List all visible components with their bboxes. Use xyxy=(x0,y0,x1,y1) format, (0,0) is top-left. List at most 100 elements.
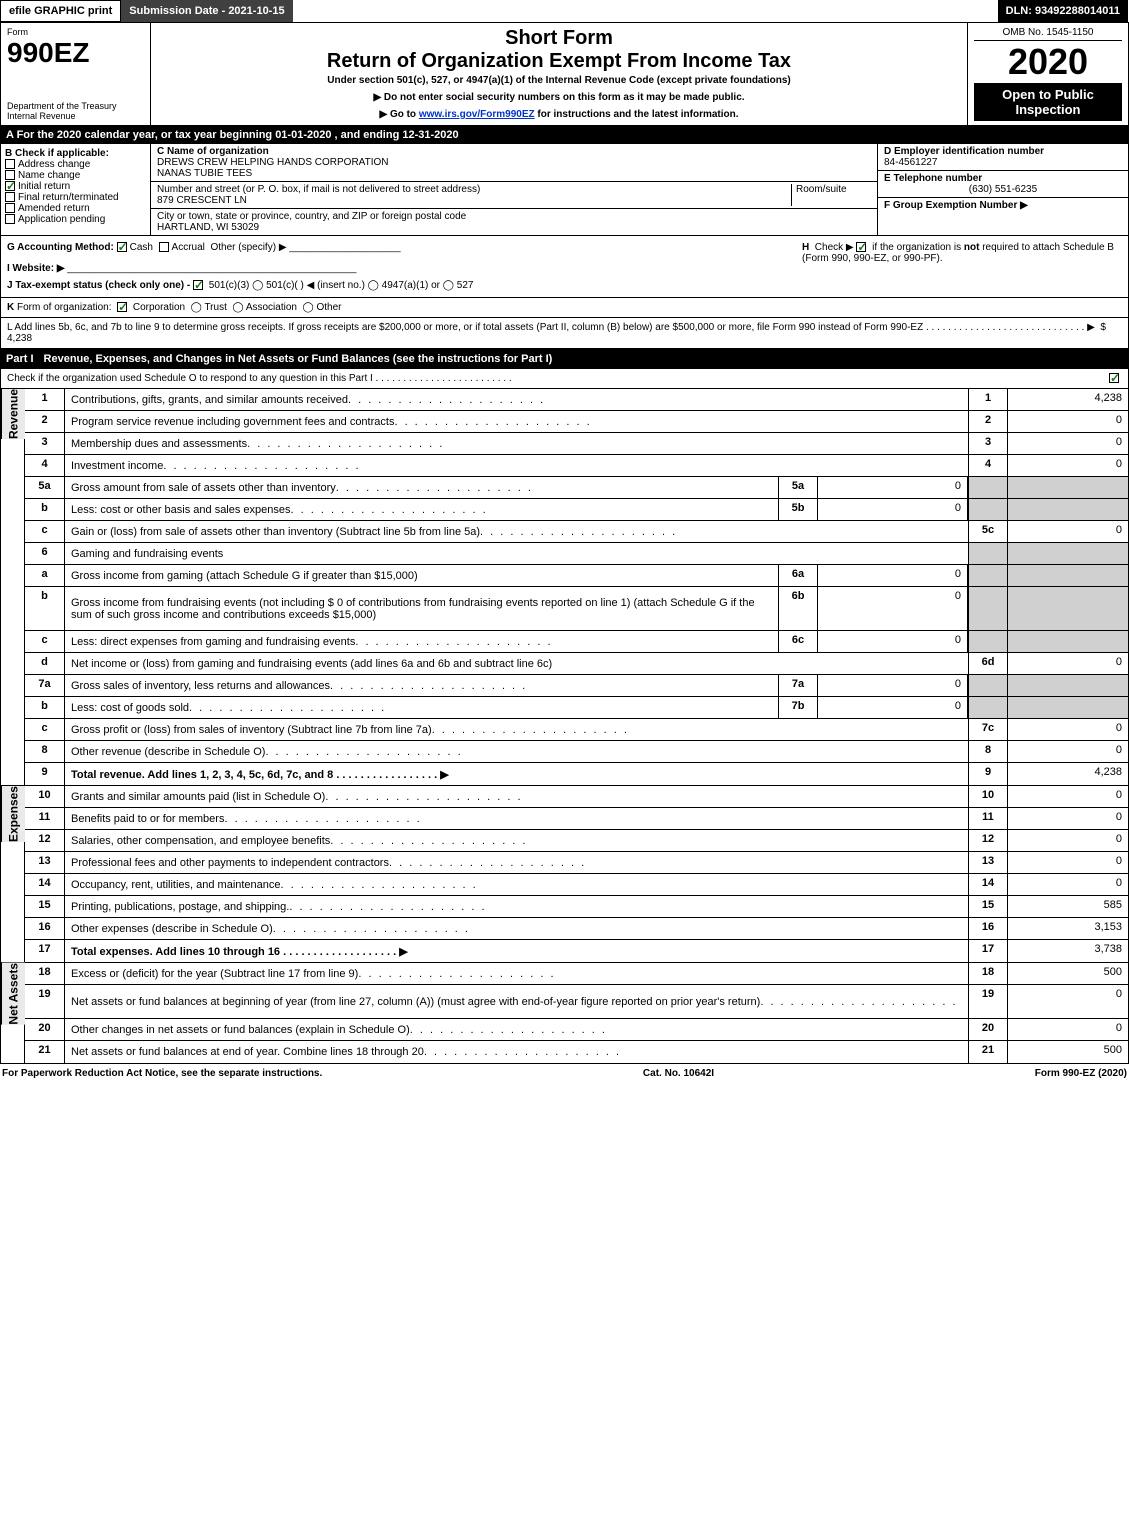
accounting-label: G Accounting Method: xyxy=(7,242,114,253)
line-6a-greycode xyxy=(968,565,1008,586)
line-5a-num: 5a xyxy=(25,477,65,498)
check-501c3[interactable] xyxy=(193,280,203,290)
ein-value: 84-4561227 xyxy=(884,157,1122,168)
line-5a-greyamt xyxy=(1008,477,1128,498)
line-6a-desc: Gross income from gaming (attach Schedul… xyxy=(65,565,778,586)
phone-label: E Telephone number xyxy=(884,173,1122,184)
check-application-pending[interactable] xyxy=(5,214,15,224)
line-12-code: 12 xyxy=(968,830,1008,851)
addr-label: Number and street (or P. O. box, if mail… xyxy=(157,184,791,195)
check-initial-return[interactable] xyxy=(5,181,15,191)
line-6-greyamt xyxy=(1008,543,1128,564)
col-b-checkboxes: B Check if applicable: Address change Na… xyxy=(1,144,151,235)
check-schedule-o-part1[interactable] xyxy=(1109,373,1119,383)
line-6a-sub: 6a xyxy=(778,565,818,586)
org-name-2: NANAS TUBIE TEES xyxy=(157,168,871,179)
check-schedule-b[interactable] xyxy=(856,242,866,252)
line-21-num: 21 xyxy=(25,1041,65,1063)
line-5a-desc: Gross amount from sale of assets other t… xyxy=(65,477,778,498)
room-suite-label: Room/suite xyxy=(791,184,871,206)
org-name-label: C Name of organization xyxy=(157,146,871,157)
line-15-num: 15 xyxy=(25,896,65,917)
line-1-amt: 4,238 xyxy=(1008,389,1128,410)
part1-label: Part I xyxy=(6,353,34,365)
line-5a-sub: 5a xyxy=(778,477,818,498)
line-6a-greyamt xyxy=(1008,565,1128,586)
line-5c-amt: 0 xyxy=(1008,521,1128,542)
line-17-num: 17 xyxy=(25,940,65,962)
part1-checknote: Check if the organization used Schedule … xyxy=(7,373,1109,384)
line-6c-sub: 6c xyxy=(778,631,818,652)
line-2-code: 2 xyxy=(968,411,1008,432)
check-final-return[interactable] xyxy=(5,192,15,202)
line-4-amt: 0 xyxy=(1008,455,1128,476)
line-20-code: 20 xyxy=(968,1019,1008,1040)
line-19-desc: Net assets or fund balances at beginning… xyxy=(65,985,968,1018)
line-10-amt: 0 xyxy=(1008,786,1128,807)
line-17-amt: 3,738 xyxy=(1008,940,1128,962)
section-a: A For the 2020 calendar year, or tax yea… xyxy=(0,126,1129,144)
row-l: L Add lines 5b, 6c, and 7b to line 9 to … xyxy=(0,318,1129,349)
part1-check-row: Check if the organization used Schedule … xyxy=(0,369,1129,389)
line-15-code: 15 xyxy=(968,896,1008,917)
line-3-num: 3 xyxy=(25,433,65,454)
line-10-num: 10 xyxy=(25,786,65,807)
check-amended-return[interactable] xyxy=(5,203,15,213)
check-corporation[interactable] xyxy=(117,302,127,312)
line-7c-code: 7c xyxy=(968,719,1008,740)
check-address-change[interactable] xyxy=(5,159,15,169)
line-6c-desc: Less: direct expenses from gaming and fu… xyxy=(65,631,778,652)
line-9-num: 9 xyxy=(25,763,65,785)
line-7b-num: b xyxy=(25,697,65,718)
line-18-num: 18 xyxy=(25,963,65,984)
irs-link[interactable]: www.irs.gov/Form990EZ xyxy=(419,109,535,120)
line-12-desc: Salaries, other compensation, and employ… xyxy=(65,830,968,851)
line-5c-num: c xyxy=(25,521,65,542)
ein-label: D Employer identification number xyxy=(884,146,1122,157)
line-7a-num: 7a xyxy=(25,675,65,696)
line-20-num: 20 xyxy=(25,1019,65,1040)
line-9-desc: Total revenue. Add lines 1, 2, 3, 4, 5c,… xyxy=(65,763,968,785)
line-17-code: 17 xyxy=(968,940,1008,962)
line-2-desc: Program service revenue including govern… xyxy=(65,411,968,432)
line-15-desc: Printing, publications, postage, and shi… xyxy=(65,896,968,917)
line-6b-subval: 0 xyxy=(818,587,968,630)
line-16-num: 16 xyxy=(25,918,65,939)
top-bar: efile GRAPHIC print Submission Date - 20… xyxy=(0,0,1129,22)
col-de-numbers: D Employer identification number 84-4561… xyxy=(878,144,1128,235)
col-c-org-info: C Name of organization DREWS CREW HELPIN… xyxy=(151,144,878,235)
col-b-header: B Check if applicable: xyxy=(5,148,146,159)
netassets-block: Net Assets 18Excess or (deficit) for the… xyxy=(0,963,1129,1064)
line-8-desc: Other revenue (describe in Schedule O) xyxy=(65,741,968,762)
dept-label: Department of the Treasury xyxy=(7,101,144,111)
line-1-num: 1 xyxy=(25,389,65,410)
line-7c-amt: 0 xyxy=(1008,719,1128,740)
line-7a-sub: 7a xyxy=(778,675,818,696)
form-header: Form 990EZ Department of the Treasury In… xyxy=(0,22,1129,126)
check-cash[interactable] xyxy=(117,242,127,252)
line-3-desc: Membership dues and assessments xyxy=(65,433,968,454)
dln: DLN: 93492288014011 xyxy=(998,0,1129,22)
line-11-amt: 0 xyxy=(1008,808,1128,829)
line-16-amt: 3,153 xyxy=(1008,918,1128,939)
revenue-block: Revenue 1 Contributions, gifts, grants, … xyxy=(0,389,1129,786)
part1-header: Part I Revenue, Expenses, and Changes in… xyxy=(0,349,1129,369)
check-accrual[interactable] xyxy=(159,242,169,252)
line-6b-greycode xyxy=(968,587,1008,630)
line-15-amt: 585 xyxy=(1008,896,1128,917)
line-5c-code: 5c xyxy=(968,521,1008,542)
line-13-code: 13 xyxy=(968,852,1008,873)
line-13-amt: 0 xyxy=(1008,852,1128,873)
line-6b-num: b xyxy=(25,587,65,630)
line-10-desc: Grants and similar amounts paid (list in… xyxy=(65,786,968,807)
line-21-amt: 500 xyxy=(1008,1041,1128,1063)
line-9-code: 9 xyxy=(968,763,1008,785)
line-9-amt: 4,238 xyxy=(1008,763,1128,785)
line-14-desc: Occupancy, rent, utilities, and maintena… xyxy=(65,874,968,895)
form-number: 990EZ xyxy=(7,37,144,69)
line-7a-greyamt xyxy=(1008,675,1128,696)
line-7b-subval: 0 xyxy=(818,697,968,718)
line-18-code: 18 xyxy=(968,963,1008,984)
line-5b-desc: Less: cost or other basis and sales expe… xyxy=(65,499,778,520)
line-6d-amt: 0 xyxy=(1008,653,1128,674)
